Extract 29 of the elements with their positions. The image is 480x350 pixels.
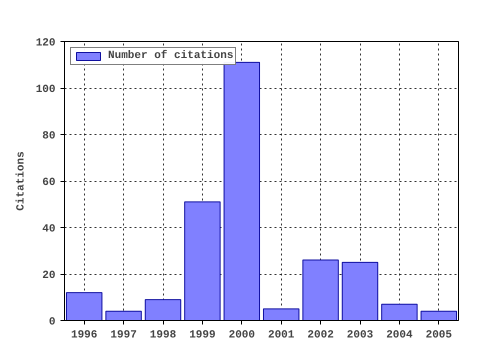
y-tick-label: 60 [42, 177, 56, 189]
bar [420, 310, 458, 320]
x-tick-label: 1996 [71, 330, 98, 342]
bar [302, 260, 339, 320]
x-tick-label: 1999 [189, 330, 216, 342]
y-tick-label: 40 [42, 224, 56, 236]
x-tick-label: 2005 [426, 330, 452, 342]
x-tick-label: 2004 [386, 330, 413, 342]
bar [184, 201, 221, 320]
legend-label: Number of citations [108, 50, 234, 62]
bar [262, 308, 300, 320]
x-tick-label: 2001 [268, 330, 295, 342]
x-tick-label: 2002 [307, 330, 334, 342]
bar [342, 262, 378, 320]
y-tick-label: 100 [36, 84, 56, 96]
x-tick-label: 1998 [150, 330, 177, 342]
y-tick-label: 0 [48, 316, 56, 328]
bar [105, 310, 142, 320]
bar [224, 62, 260, 320]
y-tick-label: 20 [42, 270, 56, 282]
x-tick-label: 1997 [110, 330, 137, 342]
bar [381, 304, 418, 320]
bar [144, 299, 182, 320]
x-tick-label: 2000 [228, 330, 256, 342]
y-tick-label: 80 [42, 130, 56, 142]
y-tick-label: 120 [36, 38, 56, 50]
bar [66, 292, 102, 320]
x-tick-label: 2003 [346, 330, 374, 342]
y-axis-title: Citations [16, 151, 28, 211]
